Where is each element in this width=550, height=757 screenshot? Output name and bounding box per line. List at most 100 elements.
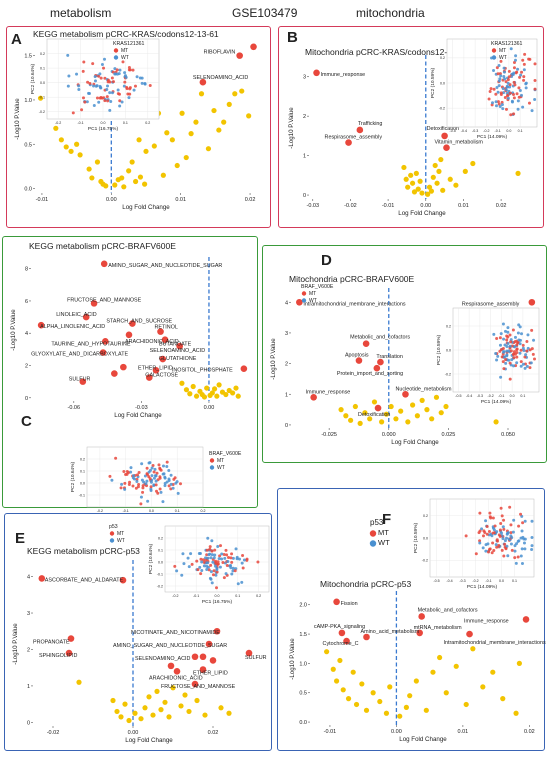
inset-x-tick-label: 0.0 xyxy=(506,129,511,133)
pca-point xyxy=(135,75,139,79)
pca-point xyxy=(516,99,520,103)
pca-point xyxy=(522,541,526,545)
pca-point xyxy=(512,80,516,84)
pca-point xyxy=(504,88,508,92)
pca-point xyxy=(100,96,104,100)
nonsig-point xyxy=(174,162,180,169)
y-tick-label: 4 xyxy=(285,300,288,306)
pca-point xyxy=(506,96,510,100)
x-tick-label: -0.02 xyxy=(47,730,60,736)
nonsig-point xyxy=(194,697,200,704)
pca-point xyxy=(506,342,510,346)
pca-point xyxy=(500,514,504,518)
sig-point xyxy=(362,340,370,347)
pca-point xyxy=(95,96,99,100)
nonsig-point xyxy=(362,410,368,416)
inset-y-tick-label: 0.0 xyxy=(40,81,45,85)
sig-point xyxy=(356,126,364,134)
pca-point xyxy=(512,96,516,100)
nonsig-point xyxy=(129,159,135,165)
point-label: SELENOAMINO_ACID xyxy=(150,348,206,354)
nonsig-point xyxy=(388,403,394,410)
y-tick-label: 8 xyxy=(25,267,28,273)
pca-point xyxy=(523,547,527,551)
pca-point xyxy=(123,80,127,84)
y-tick-label: 1.0 xyxy=(299,661,307,667)
nonsig-point xyxy=(429,416,435,422)
pca-point xyxy=(127,96,131,100)
pca-point xyxy=(127,68,131,72)
x-tick-label: 0.01 xyxy=(458,203,469,209)
pca-point xyxy=(205,548,209,552)
inset-x-tick-label: -0.4 xyxy=(461,129,467,133)
x-tick-label: 0.00 xyxy=(106,197,117,203)
pca-point xyxy=(162,472,166,476)
x-tick-label: -0.02 xyxy=(344,203,357,209)
pca-point xyxy=(508,505,512,509)
nonsig-point xyxy=(37,95,44,101)
x-tick-label: -0.01 xyxy=(36,197,49,203)
sig-point xyxy=(416,629,423,637)
nonsig-point xyxy=(443,403,449,410)
pca-point xyxy=(523,355,527,359)
y-tick-label: 1.5 xyxy=(24,54,32,60)
pca-point xyxy=(509,338,513,342)
y-tick-label: 1.0 xyxy=(24,98,32,104)
pca-point xyxy=(492,528,496,532)
pca-point xyxy=(86,80,90,84)
sig-point xyxy=(466,630,473,638)
pca-point xyxy=(106,99,110,103)
pca-point xyxy=(512,66,516,70)
pca-point xyxy=(505,85,509,89)
pca-point xyxy=(506,81,510,85)
nonsig-point xyxy=(413,170,419,176)
nonsig-point xyxy=(414,413,420,419)
point-label: Apoptosis xyxy=(345,353,369,359)
pca-point xyxy=(141,490,145,494)
x-axis-label: Log Fold Change xyxy=(114,412,162,419)
pca-point xyxy=(484,549,488,553)
pca-point xyxy=(150,466,154,470)
pca-point xyxy=(481,546,485,550)
pca-point xyxy=(512,352,516,356)
pca-point xyxy=(108,91,112,95)
pca-point xyxy=(511,328,515,332)
pca-point xyxy=(140,462,144,466)
legend-title: p53 xyxy=(370,518,384,527)
pca-point xyxy=(521,58,525,62)
legend-label: WT xyxy=(217,465,225,471)
pca-point xyxy=(108,108,112,112)
pca-point xyxy=(508,377,512,381)
legend-marker xyxy=(369,540,377,547)
pca-point xyxy=(231,566,235,570)
pca-point xyxy=(508,85,512,89)
panel-letter: F xyxy=(382,511,392,528)
nonsig-point xyxy=(430,669,436,675)
nonsig-point xyxy=(367,416,373,422)
pca-point xyxy=(224,548,228,552)
nonsig-point xyxy=(132,178,139,185)
inset-x-tick-label: 0.0 xyxy=(149,509,154,513)
sig-point xyxy=(157,328,164,335)
pca-point xyxy=(152,476,156,480)
pca-point xyxy=(186,556,190,560)
pca-point xyxy=(497,102,501,106)
legend-marker xyxy=(109,531,115,536)
nonsig-point xyxy=(202,712,208,718)
panel-c: C KEGG metabolism pCRC-BRAFV600E -0.06 -0.0… xyxy=(2,236,258,520)
nonsig-point xyxy=(470,646,476,652)
pca-point xyxy=(504,329,508,333)
pca-point xyxy=(118,99,122,103)
nonsig-point xyxy=(438,410,444,416)
y-tick-label: 0.5 xyxy=(24,142,32,148)
pca-point xyxy=(144,482,148,486)
panel-letter: E xyxy=(15,530,26,547)
pca-point xyxy=(502,518,506,522)
nonsig-point xyxy=(74,141,80,147)
pca-point xyxy=(502,91,506,95)
point-label: ETHER_LIPID xyxy=(138,365,173,371)
inset-y-tick-label: -0.1 xyxy=(39,95,45,99)
inset-x-tick-label: 0.1 xyxy=(123,121,128,125)
x-tick-label: -0.06 xyxy=(68,405,81,411)
sig-point xyxy=(441,132,448,140)
